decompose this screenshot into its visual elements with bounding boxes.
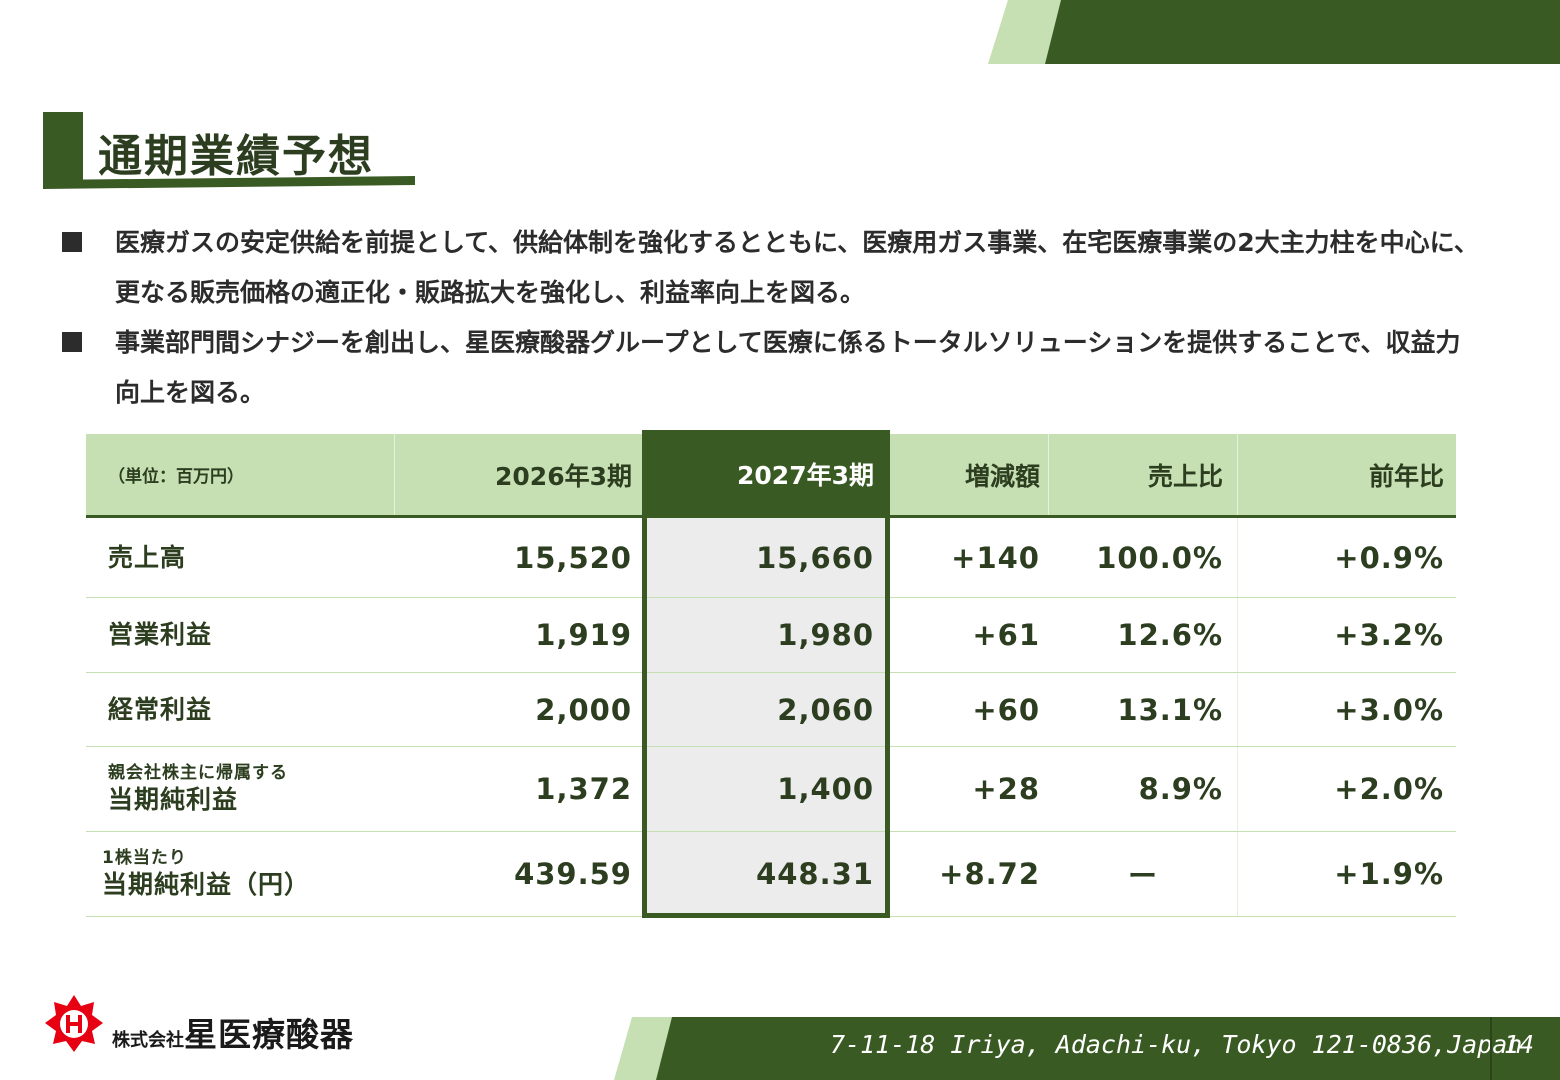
row-label: 売上高	[86, 518, 394, 597]
company-address: 7-11-18 Iriya, Adachi-ku, Tokyo 121-0836…	[830, 1030, 1523, 1059]
cell-ratio: 13.1%	[1048, 673, 1238, 746]
table-row: 営業利益 1,919 1,980 +61 12.6% +3.2%	[86, 598, 1456, 673]
row-label-main: 経常利益	[108, 694, 213, 724]
company-name: 株式会社星医療酸器	[112, 1008, 354, 1056]
row-label-main: 営業利益	[108, 620, 213, 649]
cell-fy2027: 15,660	[642, 518, 888, 597]
cell-fy2027: 1,400	[642, 747, 888, 831]
row-label-main: 当期純利益	[108, 785, 239, 814]
cell-fy2026: 1,372	[394, 747, 642, 831]
cell-yoy: +3.0%	[1238, 673, 1456, 746]
cell-change: +60	[888, 673, 1048, 746]
cell-fy2027: 1,980	[642, 598, 888, 672]
cell-fy2027: 448.31	[642, 832, 888, 916]
bullet-item: 事業部門間シナジーを創出し、星医療酸器グループとして医療に係るトータルソリューシ…	[60, 318, 1480, 418]
header-fy2026: 2026年3期	[394, 434, 642, 515]
row-label: 1株当たり 当期純利益（円）	[86, 832, 394, 916]
table-row: 1株当たり 当期純利益（円） 439.59 448.31 +8.72 ー +1.…	[86, 832, 1456, 917]
top-accent-dark	[1045, 0, 1560, 64]
cell-ratio: 100.0%	[1048, 518, 1238, 597]
row-label: 経常利益	[86, 673, 394, 746]
row-label-small: 1株当たり	[102, 848, 187, 868]
cell-fy2027: 2,060	[642, 673, 888, 746]
header-yoy: 前年比	[1368, 461, 1444, 491]
cell-fy2026: 1,919	[394, 598, 642, 672]
header-change: 増減額	[964, 461, 1040, 491]
cell-ratio: 12.6%	[1048, 598, 1238, 672]
row-label-small: 親会社株主に帰属する	[108, 763, 288, 783]
row-label: 営業利益	[86, 598, 394, 672]
cell-fy2026: 439.59	[394, 832, 642, 916]
page-title: 通期業績予想	[98, 131, 374, 182]
row-label-main: 当期純利益（円）	[102, 870, 311, 899]
cell-change: +28	[888, 747, 1048, 831]
page-number: 14	[1504, 1030, 1535, 1059]
bullet-text: 医療ガスの安定供給を前提として、供給体制を強化するとともに、医療用ガス事業、在宅…	[115, 228, 1479, 307]
header-ratio: 売上比	[1048, 434, 1238, 515]
cell-yoy: +0.9%	[1238, 518, 1456, 597]
h-star-logo-icon	[45, 995, 103, 1052]
bullet-list: 医療ガスの安定供給を前提として、供給体制を強化するとともに、医療用ガス事業、在宅…	[60, 218, 1480, 418]
cell-fy2026: 15,520	[394, 518, 642, 597]
bullet-item: 医療ガスの安定供給を前提として、供給体制を強化するとともに、医療用ガス事業、在宅…	[60, 218, 1480, 318]
title-marker	[43, 112, 83, 187]
table-row: 親会社株主に帰属する 当期純利益 1,372 1,400 +28 8.9% +2…	[86, 747, 1456, 832]
company-prefix: 株式会社	[112, 1030, 184, 1051]
page-divider	[1490, 1017, 1492, 1080]
cell-yoy: +3.2%	[1238, 598, 1456, 672]
cell-ratio: 8.9%	[1048, 747, 1238, 831]
table-row: 売上高 15,520 15,660 +140 100.0% +0.9%	[86, 518, 1456, 598]
cell-change: +140	[888, 518, 1048, 597]
row-label: 親会社株主に帰属する 当期純利益	[86, 747, 394, 831]
cell-yoy: +2.0%	[1238, 747, 1456, 831]
cell-yoy: +1.9%	[1238, 832, 1456, 916]
bullet-text: 事業部門間シナジーを創出し、星医療酸器グループとして医療に係るトータルソリューシ…	[115, 328, 1461, 407]
row-label-main: 売上高	[108, 542, 187, 572]
cell-ratio: ー	[1048, 832, 1238, 916]
square-bullet-icon	[62, 232, 82, 252]
square-bullet-icon	[62, 332, 82, 352]
cell-change: +8.72	[888, 832, 1048, 916]
cell-change: +61	[888, 598, 1048, 672]
table-row: 経常利益 2,000 2,060 +60 13.1% +3.0%	[86, 673, 1456, 747]
header-fy2027: 2027年3期	[642, 430, 890, 518]
cell-fy2026: 2,000	[394, 673, 642, 746]
footer-band	[656, 1017, 1560, 1080]
header-unit: （単位：百万円）	[108, 467, 244, 487]
company-main-name: 星医療酸器	[184, 1015, 354, 1054]
